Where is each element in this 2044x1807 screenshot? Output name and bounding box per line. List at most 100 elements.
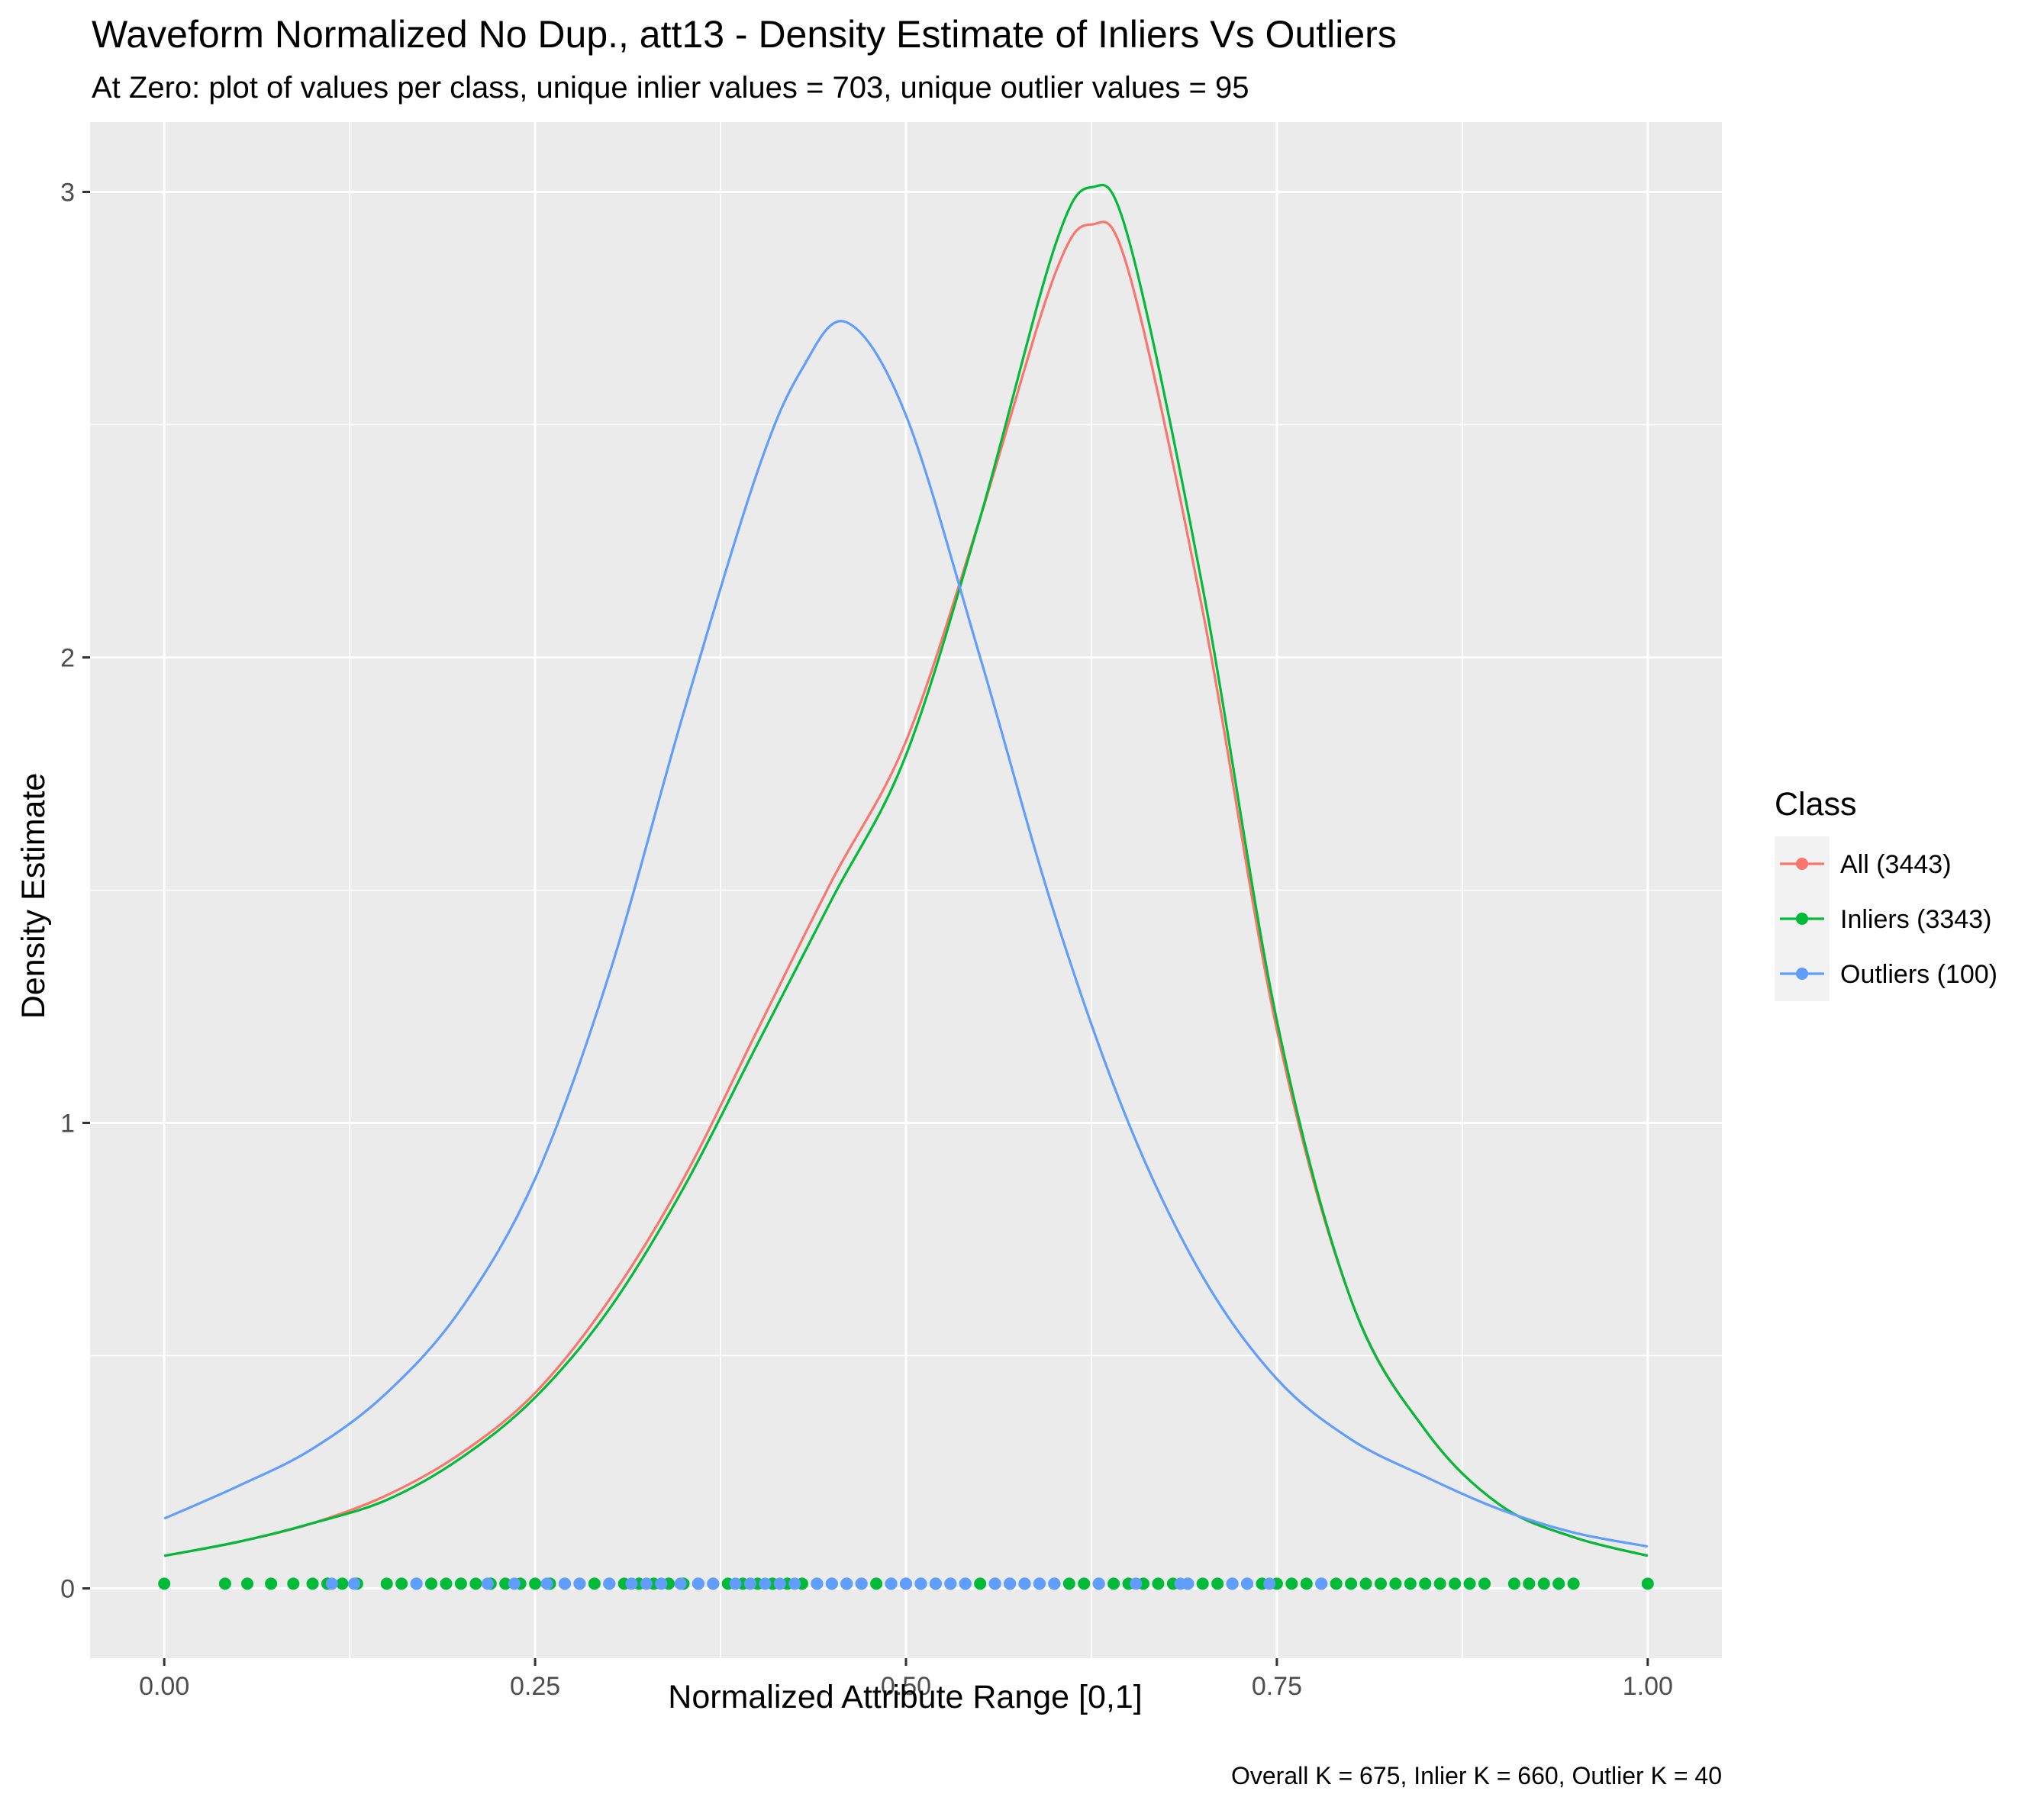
rug-point-outlier-3 xyxy=(481,1577,494,1590)
rug-point-outlier-33 xyxy=(1033,1577,1046,1590)
rug-point-inlier-76 xyxy=(1374,1577,1387,1590)
x-tick-label-1: 0.25 xyxy=(510,1672,560,1701)
rug-point-outlier-30 xyxy=(988,1577,1001,1590)
rug-point-outlier-5 xyxy=(540,1577,553,1590)
x-tick-label-4: 1.00 xyxy=(1623,1672,1673,1701)
rug-point-outlier-27 xyxy=(929,1577,942,1590)
rug-point-inlier-1 xyxy=(218,1577,231,1590)
rug-point-outlier-7 xyxy=(573,1577,586,1590)
rug-point-inlier-64 xyxy=(1196,1577,1209,1590)
chart-title: Waveform Normalized No Dup., att13 - Den… xyxy=(92,13,1397,56)
rug-point-outlier-1 xyxy=(347,1577,360,1590)
rug-point-outlier-13 xyxy=(692,1577,704,1590)
density-curves xyxy=(163,183,1649,1557)
rug-point-inlier-42 xyxy=(870,1577,883,1590)
rug-point-inlier-2 xyxy=(241,1577,254,1590)
rug-point-outlier-21 xyxy=(825,1577,838,1590)
rug-point-outlier-19 xyxy=(788,1577,801,1590)
x-tick-label-0: 0.00 xyxy=(139,1672,189,1701)
x-tick-label-2: 0.50 xyxy=(881,1672,931,1701)
chart-subtitle: At Zero: plot of values per class, uniqu… xyxy=(92,71,1249,105)
rug-point-outlier-10 xyxy=(640,1577,653,1590)
legend-label-all: All (3443) xyxy=(1840,850,1952,879)
legend: Class All (3443) Inliers (3343) Outliers (… xyxy=(1775,786,1997,1001)
y-tick-label-2: 2 xyxy=(60,644,75,673)
rug-point-inlier-80 xyxy=(1433,1577,1446,1590)
rug-point-inlier-55 xyxy=(1062,1577,1075,1590)
rug-point-outlier-36 xyxy=(1130,1577,1143,1590)
rug-point-inlier-70 xyxy=(1285,1577,1298,1590)
rug-point-outlier-38 xyxy=(1182,1577,1194,1590)
y-axis-title: Density Estimate xyxy=(15,773,52,1019)
rug-point-inlier-3 xyxy=(265,1577,278,1590)
rug-point-inlier-71 xyxy=(1300,1577,1313,1590)
rug-point-inlier-5 xyxy=(306,1577,319,1590)
rug-point-inlier-82 xyxy=(1463,1577,1476,1590)
legend-key-point-outliers xyxy=(1796,968,1808,980)
rug-point-outlier-20 xyxy=(811,1577,824,1590)
rug-point-inlier-75 xyxy=(1359,1577,1372,1590)
rug-point-inlier-49 xyxy=(974,1577,987,1590)
y-tick-label-0: 0 xyxy=(60,1575,75,1604)
rug-point-outlier-42 xyxy=(1315,1577,1328,1590)
rug-point-inlier-0 xyxy=(158,1577,171,1590)
rug-point-inlier-79 xyxy=(1419,1577,1432,1590)
rug-point-outlier-4 xyxy=(508,1577,521,1590)
rug-point-outlier-39 xyxy=(1226,1577,1239,1590)
rug-point-outlier-40 xyxy=(1241,1577,1254,1590)
rug-point-inlier-56 xyxy=(1078,1577,1091,1590)
rug-point-outlier-23 xyxy=(855,1577,868,1590)
rug-point-outlier-41 xyxy=(1263,1577,1276,1590)
legend-label-inliers: Inliers (3343) xyxy=(1840,905,1991,934)
rug-point-outlier-2 xyxy=(410,1577,423,1590)
grid-lines xyxy=(90,122,1722,1658)
rug-point-outlier-31 xyxy=(1004,1577,1017,1590)
rug-point-inlier-65 xyxy=(1211,1577,1224,1590)
rug-point-outlier-11 xyxy=(655,1577,668,1590)
rug-point-inlier-13 xyxy=(440,1577,453,1590)
rug-point-inlier-78 xyxy=(1404,1577,1417,1590)
rug-point-inlier-58 xyxy=(1107,1577,1120,1590)
rug-point-outlier-25 xyxy=(900,1577,912,1590)
rug-point-outlier-22 xyxy=(840,1577,853,1590)
rug-point-inlier-88 xyxy=(1567,1577,1580,1590)
rug-point-outlier-35 xyxy=(1092,1577,1105,1590)
legend-title: Class xyxy=(1775,786,1857,823)
rug-point-outlier-17 xyxy=(759,1577,772,1590)
series-line-outliers xyxy=(163,320,1649,1548)
rug-point-inlier-14 xyxy=(454,1577,467,1590)
rug-point-inlier-73 xyxy=(1330,1577,1343,1590)
rug-point-outlier-18 xyxy=(773,1577,786,1590)
rug-point-inlier-10 xyxy=(395,1577,408,1590)
rug-point-inlier-77 xyxy=(1389,1577,1402,1590)
x-axis-title: Normalized Attribute Range [0,1] xyxy=(668,1679,1142,1715)
rug-points xyxy=(158,1577,1654,1590)
rug-point-inlier-89 xyxy=(1641,1577,1654,1590)
axes: 0.00 0.25 0.50 0.75 1.00 0 1 2 3 xyxy=(60,179,1673,1702)
rug-point-inlier-61 xyxy=(1152,1577,1165,1590)
rug-point-outlier-14 xyxy=(707,1577,720,1590)
rug-point-inlier-83 xyxy=(1478,1577,1491,1590)
rug-point-outlier-6 xyxy=(558,1577,571,1590)
rug-point-inlier-12 xyxy=(425,1577,438,1590)
rug-point-outlier-9 xyxy=(625,1577,638,1590)
legend-label-outliers: Outliers (100) xyxy=(1840,960,1997,989)
y-tick-label-3: 3 xyxy=(60,179,75,208)
rug-point-inlier-23 xyxy=(588,1577,601,1590)
rug-point-inlier-84 xyxy=(1507,1577,1520,1590)
rug-point-inlier-4 xyxy=(287,1577,300,1590)
rug-point-outlier-8 xyxy=(603,1577,616,1590)
rug-point-outlier-32 xyxy=(1018,1577,1031,1590)
rug-point-outlier-29 xyxy=(959,1577,972,1590)
rug-point-inlier-87 xyxy=(1552,1577,1565,1590)
series-line-inliers xyxy=(163,183,1649,1557)
rug-point-outlier-26 xyxy=(914,1577,927,1590)
rug-point-inlier-9 xyxy=(380,1577,393,1590)
rug-point-outlier-0 xyxy=(325,1577,338,1590)
rug-point-inlier-81 xyxy=(1449,1577,1462,1590)
rug-point-outlier-16 xyxy=(743,1577,756,1590)
rug-point-outlier-12 xyxy=(674,1577,687,1590)
rug-point-outlier-28 xyxy=(944,1577,957,1590)
legend-key-point-all xyxy=(1796,858,1808,870)
